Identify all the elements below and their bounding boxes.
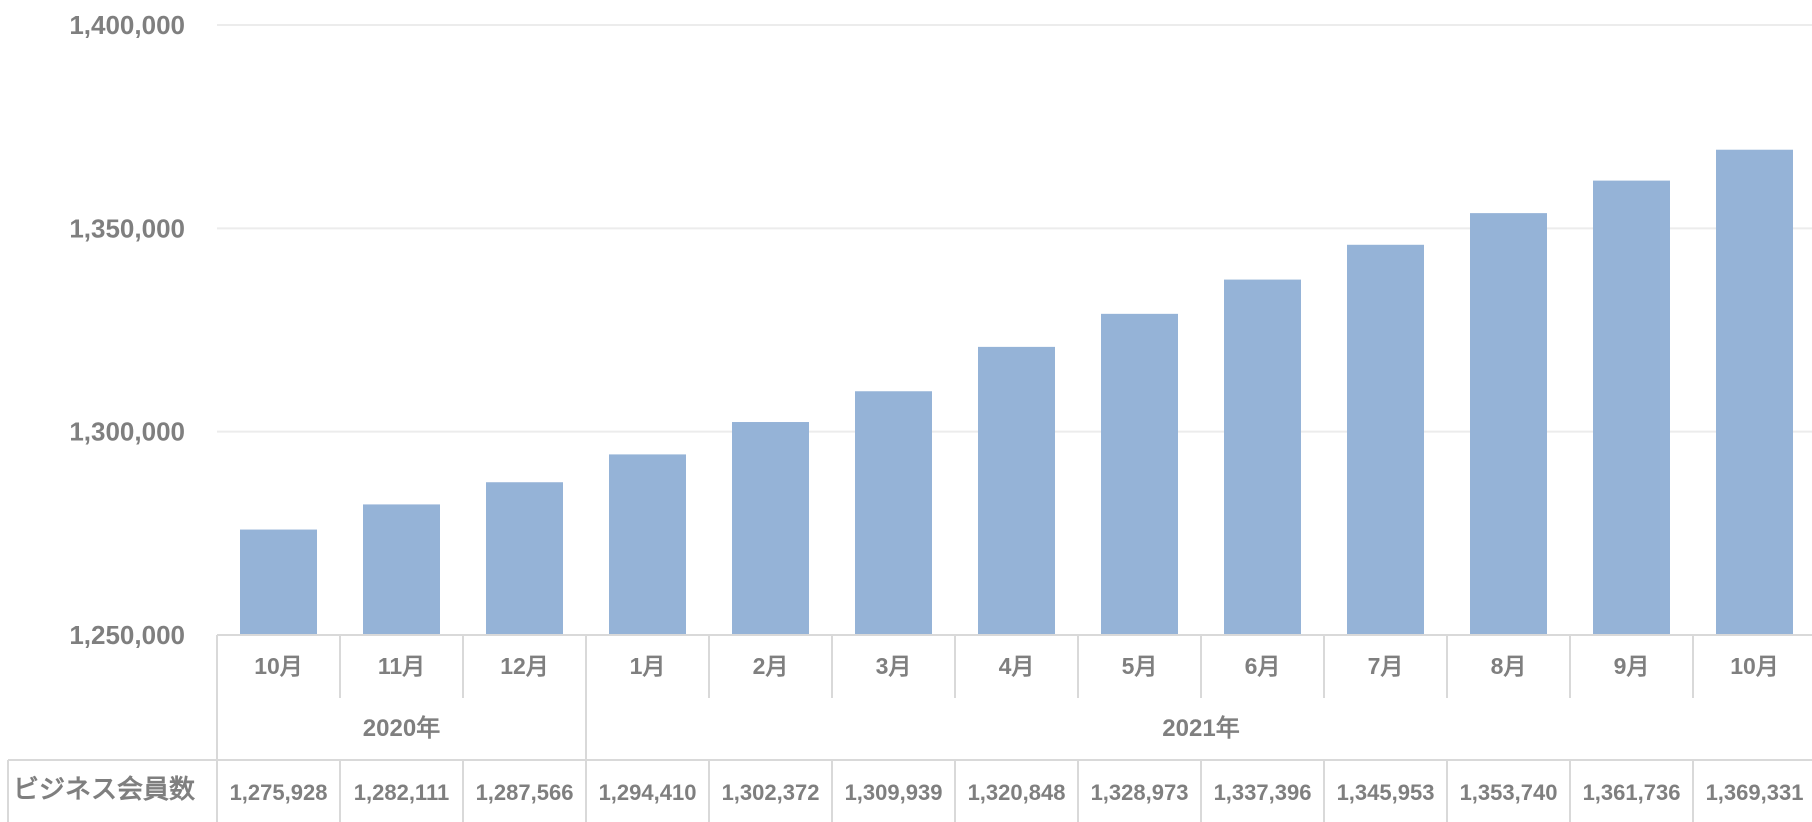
data-table-value: 1,328,973 bbox=[1091, 780, 1189, 805]
bar bbox=[1224, 279, 1301, 635]
bar bbox=[609, 454, 686, 635]
year-label: 2020年 bbox=[363, 714, 440, 742]
data-table-value: 1,275,928 bbox=[230, 780, 328, 805]
bar bbox=[1101, 313, 1178, 635]
bar bbox=[855, 391, 932, 635]
month-label: 6月 bbox=[1245, 653, 1281, 679]
month-label: 9月 bbox=[1614, 653, 1650, 679]
data-table-value: 1,287,566 bbox=[476, 780, 574, 805]
y-tick-label: 1,400,000 bbox=[69, 10, 185, 40]
month-label: 11月 bbox=[378, 653, 425, 679]
bar bbox=[1347, 244, 1424, 635]
month-label: 10月 bbox=[254, 653, 303, 679]
month-label: 5月 bbox=[1122, 653, 1158, 679]
month-label: 12月 bbox=[500, 653, 549, 679]
series-name-label: ビジネス会員数 bbox=[13, 774, 196, 804]
data-table-value: 1,282,111 bbox=[354, 780, 449, 805]
month-label: 1月 bbox=[630, 653, 666, 679]
month-label: 4月 bbox=[999, 653, 1035, 679]
data-table-value: 1,369,331 bbox=[1706, 780, 1804, 805]
bar bbox=[1593, 180, 1670, 635]
bar bbox=[363, 504, 440, 635]
y-tick-label: 1,250,000 bbox=[69, 620, 185, 650]
data-table-value: 1,361,736 bbox=[1583, 780, 1681, 805]
y-tick-label: 1,300,000 bbox=[69, 417, 185, 447]
data-table-value: 1,294,410 bbox=[599, 780, 697, 805]
month-label: 7月 bbox=[1368, 653, 1404, 679]
bar bbox=[1470, 213, 1547, 635]
year-label: 2021年 bbox=[1162, 714, 1239, 742]
month-label: 10月 bbox=[1730, 653, 1779, 679]
bar bbox=[978, 346, 1055, 635]
data-table-value: 1,302,372 bbox=[722, 780, 820, 805]
data-table-value: 1,320,848 bbox=[968, 780, 1066, 805]
bar bbox=[240, 529, 317, 635]
data-table-value: 1,353,740 bbox=[1460, 780, 1558, 805]
data-table-value: 1,337,396 bbox=[1214, 780, 1312, 805]
bar bbox=[732, 422, 809, 635]
month-label: 8月 bbox=[1491, 653, 1527, 679]
data-table-value: 1,345,953 bbox=[1337, 780, 1435, 805]
y-tick-label: 1,350,000 bbox=[69, 213, 185, 243]
month-label: 3月 bbox=[876, 653, 912, 679]
month-label: 2月 bbox=[753, 653, 789, 679]
data-table-value: 1,309,939 bbox=[845, 780, 943, 805]
bar bbox=[486, 482, 563, 635]
bar bbox=[1716, 149, 1793, 636]
